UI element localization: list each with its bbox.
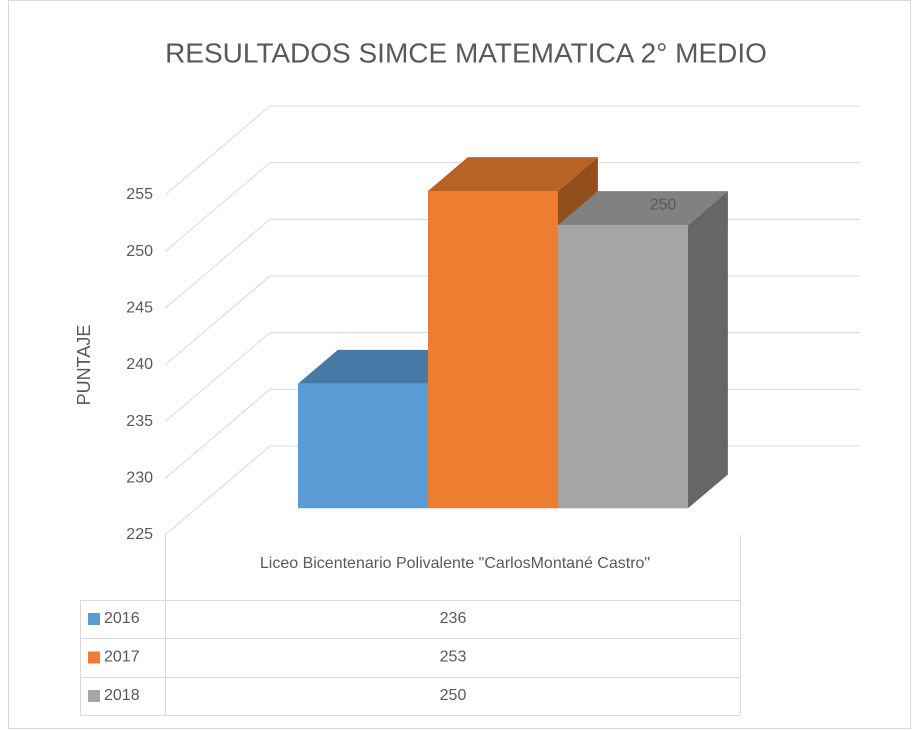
table-value: 253 [440, 649, 467, 666]
y-tick-label: 235 [126, 413, 153, 430]
bar [428, 190, 558, 509]
y-tick-label: 250 [126, 243, 153, 260]
bar [558, 224, 688, 509]
bar-side [688, 191, 728, 509]
grid-line [164, 105, 271, 196]
y-tick-label: 225 [126, 526, 153, 543]
grid-line [164, 275, 271, 366]
legend-key [88, 651, 100, 664]
chart-title: RESULTADOS SIMCE MATEMATICA 2° MEDIO [165, 37, 767, 68]
y-axis-label: PUNTAJE [74, 325, 94, 406]
bar-top [558, 191, 728, 225]
chart-border [8, 0, 911, 729]
y-tick-label: 255 [126, 186, 153, 203]
grid-line [164, 218, 271, 309]
bar [298, 383, 428, 509]
legend-label: 2016 [104, 610, 140, 627]
bar-top [298, 349, 468, 384]
y-tick-label: 245 [126, 300, 153, 317]
grid-line [164, 332, 271, 423]
legend-label: 2018 [104, 687, 140, 704]
y-tick-label: 230 [126, 470, 153, 487]
category-label: Liceo Bicentenario Polivalente "CarlosMo… [259, 555, 651, 572]
legend-label: 2017 [104, 649, 140, 666]
bar-top [428, 157, 598, 191]
legend-key [88, 690, 100, 702]
table-value: 250 [440, 687, 467, 704]
y-tick-label: 240 [126, 356, 153, 373]
table-value: 236 [440, 610, 467, 627]
data-label: 250 [650, 196, 677, 213]
grid-line [164, 388, 271, 479]
legend-key [88, 613, 100, 625]
grid-line [164, 162, 271, 253]
grid-line [164, 445, 271, 536]
